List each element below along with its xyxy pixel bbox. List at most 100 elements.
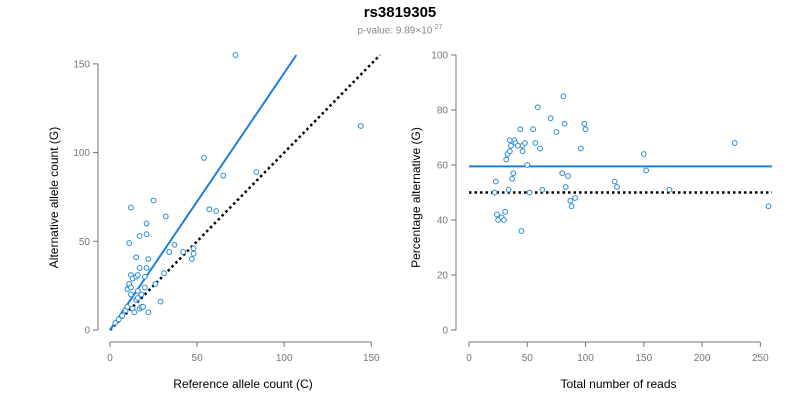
panel2-data-point: [532, 140, 539, 146]
panel2-data-point: [505, 186, 512, 193]
panel2-data-point: [560, 93, 567, 100]
panel2-y-axis-title: Percentage alternative (G): [409, 127, 423, 268]
panel1-x-tick-label: 100: [276, 353, 293, 364]
panel2-data-point: [547, 115, 554, 122]
panel1-data-point: [119, 312, 126, 319]
panel1-fit-line: [109, 54, 298, 331]
panel1-data-point: [141, 284, 148, 291]
panel2-data-point: [559, 170, 566, 177]
panel2-data-point: [539, 186, 546, 193]
panel1-data-point: [131, 309, 138, 316]
panel2-data-point: [561, 120, 568, 127]
panel1-data-point: [206, 206, 213, 213]
panel2-data-point: [518, 228, 525, 234]
panel1-data-point: [357, 123, 364, 129]
panel1-data-point: [253, 169, 260, 175]
panel2-data-point: [577, 145, 584, 152]
panel2-data-point: [506, 148, 513, 155]
panel2-data-point: [565, 173, 571, 179]
panel1-data-point: [126, 240, 133, 246]
panel1-data-point: [220, 172, 227, 179]
panel2-data-point: [503, 156, 510, 163]
panel1-data-point: [180, 249, 187, 255]
panel2-x-tick-label: 100: [577, 353, 594, 364]
panel2-data-point: [522, 140, 528, 146]
panel2-y-tick-label: 80: [437, 106, 449, 117]
panel1-data-point: [134, 288, 141, 294]
panel2-data-point: [765, 203, 772, 210]
panel2-data-point: [492, 178, 499, 185]
panel2-data-point: [509, 175, 516, 182]
panel1-data-point: [115, 316, 122, 323]
panel1-data-point: [134, 272, 141, 278]
panel1-data-point: [150, 197, 157, 204]
panel1-data-point: [134, 295, 141, 301]
panel1-data-point: [201, 155, 207, 161]
panel1-x-tick-label: 150: [363, 353, 380, 364]
panel1-data-point: [152, 280, 159, 287]
panel1-y-axis-title: Alternative allele count (G): [47, 127, 61, 268]
panel1-data-point: [112, 320, 119, 326]
panel1-data-point: [166, 249, 173, 255]
panel1-x-tick-label: 0: [107, 353, 113, 364]
panel2-x-tick-label: 250: [752, 353, 769, 364]
panel2-data-point: [640, 151, 647, 157]
panel2-data-point: [581, 120, 588, 127]
panel1-x-tick-label: 50: [192, 353, 204, 364]
panel1-data-point: [190, 245, 197, 252]
panel1-data-point: [162, 213, 169, 220]
panel1-data-point: [133, 254, 140, 261]
panel1-reference-line: [109, 54, 381, 331]
p-value-exponent: -27: [432, 24, 443, 31]
panel2-y-tick-label: 20: [437, 271, 449, 282]
panel1-data-point: [128, 204, 134, 211]
panel1-data-point: [171, 241, 178, 248]
panel2-y-tick-label: 0: [442, 326, 448, 337]
panel2-y-tick-label: 60: [437, 161, 449, 172]
panel1-data-point: [145, 309, 152, 316]
panel2-y-tick-label: 40: [437, 216, 449, 227]
panel2-data-point: [494, 211, 500, 218]
panel1-y-tick-label: 0: [84, 326, 90, 337]
panel2-data-point: [515, 142, 521, 149]
panel1-data-point: [188, 256, 195, 262]
panel2-data-point: [502, 208, 509, 215]
p-value-text: p-value: 9.89×10: [357, 25, 433, 37]
panel1-data-point: [140, 304, 146, 310]
p-value-subtitle: p-value: 9.89×10-27: [0, 24, 800, 36]
panel1-data-point: [145, 256, 152, 262]
panel2-data-point: [643, 167, 650, 174]
panel2-data-point: [491, 189, 498, 196]
panel1-data-point: [128, 284, 134, 291]
panel2-data-point: [508, 142, 514, 149]
panel2-x-tick-label: 200: [694, 353, 711, 364]
panel2-data-point: [530, 126, 536, 133]
panel1-x-axis-title: Reference allele count (C): [173, 377, 312, 391]
panel1-data-point: [232, 52, 239, 58]
panel1-data-point: [143, 231, 150, 238]
panel1-data-point: [136, 265, 143, 271]
panel2-data-point: [553, 129, 560, 135]
panel2-data-point: [510, 170, 517, 177]
panel1-data-point: [143, 265, 150, 271]
panel2-data-point: [506, 137, 513, 144]
panel1-data-point: [143, 220, 150, 227]
panel1-data-point: [138, 291, 145, 298]
panel1-data-point: [141, 273, 148, 280]
panel1-data-point: [213, 208, 220, 215]
chart-title: rs3819305: [363, 4, 437, 21]
panel2-x-tick-label: 0: [466, 353, 472, 364]
panel1-data-point: [124, 304, 131, 310]
panel2-data-point: [501, 217, 507, 223]
panel2-y-tick-label: 100: [431, 51, 448, 62]
panel1-y-tick-label: 50: [79, 237, 91, 248]
panel1-data-point: [190, 250, 197, 257]
panel1-data-point: [128, 291, 134, 298]
panel2-data-point: [568, 203, 575, 210]
panel1-y-tick-label: 150: [73, 59, 90, 70]
panel2-data-point: [517, 126, 524, 133]
panel1-data-point: [136, 233, 143, 239]
panel2-data-point: [526, 189, 533, 196]
panel2-data-point: [534, 104, 541, 111]
